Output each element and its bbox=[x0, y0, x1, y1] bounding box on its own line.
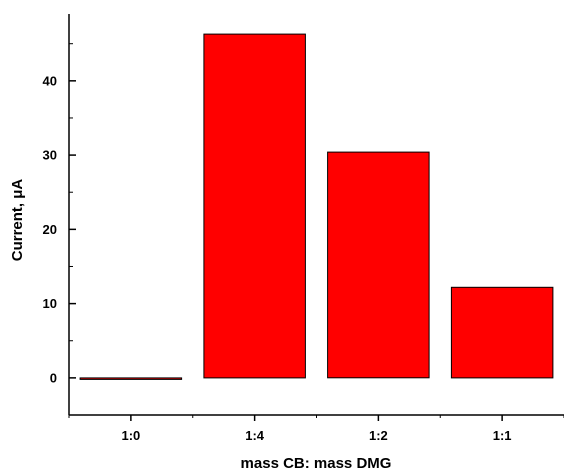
y-tick-label: 20 bbox=[43, 222, 57, 237]
y-axis-title: Current, μA bbox=[9, 179, 26, 262]
x-tick-label: 1:1 bbox=[493, 428, 512, 443]
x-ticks-group: 1:0 1:4 1:2 1:1 bbox=[68, 415, 564, 443]
x-axis-title: mass CB: mass DMG bbox=[241, 455, 392, 472]
bar-1:4 bbox=[203, 33, 306, 379]
x-tick-label: 1:0 bbox=[121, 428, 140, 443]
y-ticks-group: 0 10 20 30 40 bbox=[43, 43, 76, 416]
bar-1:2 bbox=[327, 151, 430, 379]
bar-1:1 bbox=[450, 286, 554, 379]
y-tick-label: 40 bbox=[43, 73, 57, 88]
bars-group bbox=[79, 33, 554, 380]
y-tick-label: 0 bbox=[50, 370, 57, 385]
y-tick-label: 10 bbox=[43, 296, 57, 311]
x-tick-label: 1:2 bbox=[369, 428, 388, 443]
x-tick-label: 1:4 bbox=[245, 428, 265, 443]
bar-1:0 bbox=[79, 377, 183, 380]
y-tick-label: 30 bbox=[43, 148, 57, 163]
